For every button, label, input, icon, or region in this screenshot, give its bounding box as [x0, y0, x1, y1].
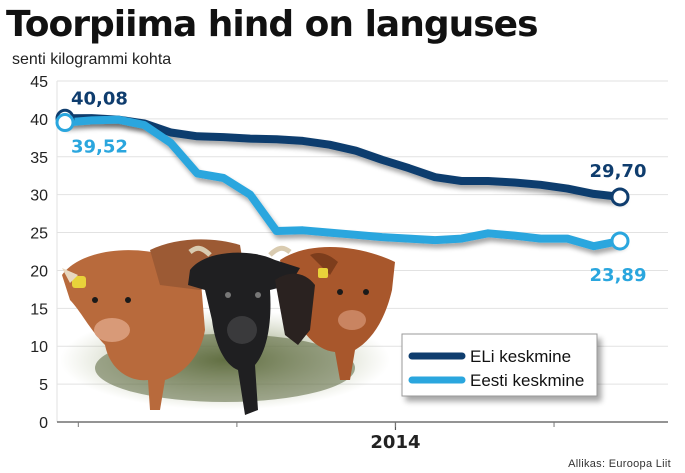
legend-label-eu: ELi keskmine — [470, 347, 571, 366]
data-label-ee: 23,89 — [590, 265, 647, 286]
y-tick-label: 20 — [30, 263, 48, 280]
chart-title: Toorpiima hind on languses — [6, 4, 538, 45]
data-point-ee — [610, 231, 630, 251]
legend-box — [401, 333, 598, 397]
y-tick-label: 10 — [30, 339, 48, 356]
x-axis-ticks: 20142015 — [77, 422, 555, 453]
y-tick-label: 40 — [30, 112, 48, 129]
legend: ELi keskmine Eesti keskmine — [401, 333, 598, 397]
data-point-eu — [610, 187, 630, 207]
series-line-ee — [61, 115, 624, 251]
legend-label-ee: Eesti keskmine — [470, 371, 584, 390]
data-label-eu: 40,08 — [71, 88, 128, 109]
data-labels: 40,08 29,70 39,52 23,89 — [71, 88, 646, 286]
y-tick-label: 25 — [30, 226, 48, 243]
cows-photo — [60, 239, 395, 415]
y-tick-label: 35 — [30, 150, 48, 167]
data-label-ee: 39,52 — [71, 137, 128, 158]
data-label-eu: 29,70 — [590, 161, 647, 182]
y-tick-label: 30 — [30, 188, 48, 205]
lines — [61, 114, 624, 251]
y-tick-label: 0 — [39, 415, 48, 432]
source-note: Allikas: Euroopa Liit — [568, 458, 671, 470]
data-point-ee — [55, 113, 75, 133]
y-axis-ticks: 0 5 10 15 20 25 30 35 40 45 — [30, 74, 48, 432]
x-tick-label: 2014 — [370, 432, 420, 453]
y-tick-label: 5 — [39, 377, 48, 394]
y-axis-unit-label: senti kilogrammi kohta — [12, 51, 171, 68]
series-line-eu — [61, 114, 624, 201]
endpoints — [55, 108, 630, 251]
y-tick-label: 15 — [30, 301, 48, 318]
y-tick-label: 45 — [30, 74, 48, 91]
